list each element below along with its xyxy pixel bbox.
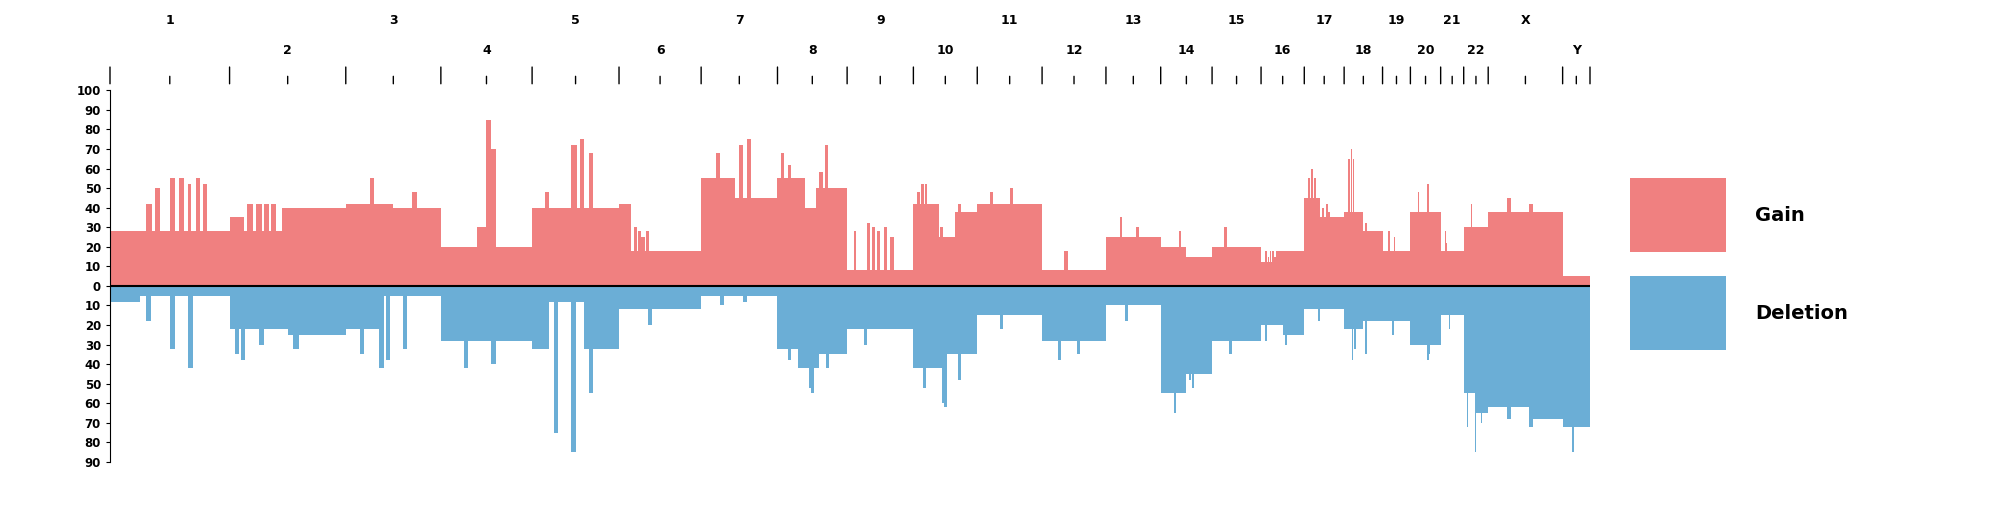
Text: 5: 5	[572, 14, 580, 27]
Text: 2: 2	[284, 44, 292, 57]
Text: 21: 21	[1444, 14, 1460, 27]
Text: 19: 19	[1388, 14, 1406, 27]
Text: 12: 12	[1066, 44, 1082, 57]
Text: 3: 3	[390, 14, 398, 27]
Text: 15: 15	[1228, 14, 1246, 27]
Text: 17: 17	[1316, 14, 1332, 27]
Text: 8: 8	[808, 44, 816, 57]
Text: 18: 18	[1354, 44, 1372, 57]
Text: 9: 9	[876, 14, 884, 27]
Text: 4: 4	[482, 44, 490, 57]
Text: 11: 11	[1000, 14, 1018, 27]
Bar	[1630, 178, 1726, 252]
Text: 16: 16	[1274, 44, 1292, 57]
Text: 22: 22	[1468, 44, 1484, 57]
Text: 1: 1	[166, 14, 174, 27]
Text: Deletion: Deletion	[1754, 304, 1848, 323]
Bar	[1630, 276, 1726, 350]
Text: 6: 6	[656, 44, 664, 57]
Text: 20: 20	[1416, 44, 1434, 57]
Text: 14: 14	[1178, 44, 1196, 57]
Text: 13: 13	[1124, 14, 1142, 27]
Text: 10: 10	[936, 44, 954, 57]
Text: Y: Y	[1572, 44, 1580, 57]
Text: X: X	[1520, 14, 1530, 27]
Text: Gain: Gain	[1754, 205, 1804, 225]
Text: 7: 7	[734, 14, 744, 27]
